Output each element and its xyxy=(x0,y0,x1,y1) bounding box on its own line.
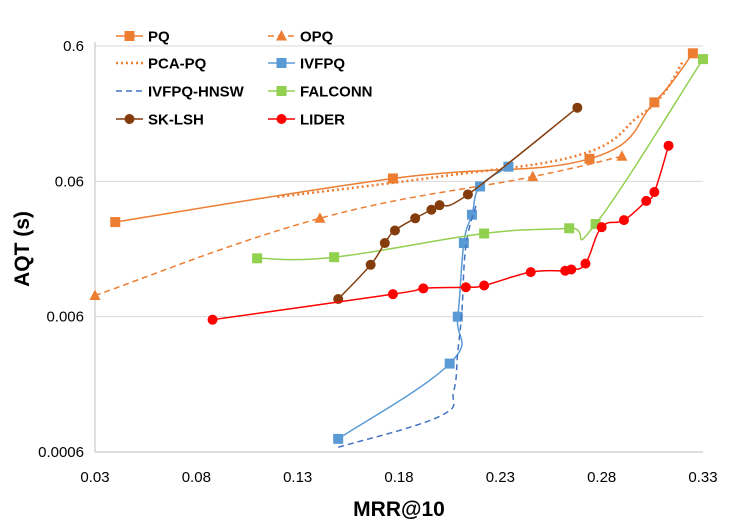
series-sk-lsh xyxy=(333,102,583,305)
data-point-pq xyxy=(387,173,398,184)
data-point-ivfpq xyxy=(452,311,463,322)
series-lider xyxy=(207,140,674,325)
legend-label-ivfpq-hnsw: IVFPQ-HNSW xyxy=(148,84,245,101)
data-point-pq xyxy=(584,153,595,164)
axes xyxy=(94,42,703,453)
legend-item-pca-pq: PCA-PQ xyxy=(116,56,207,73)
data-point-sk-lsh xyxy=(426,204,437,215)
legend-item-opq: OPQ xyxy=(268,29,334,46)
data-point-opq xyxy=(89,289,101,301)
data-point-sk-lsh xyxy=(410,213,421,224)
legend-marker-sk-lsh xyxy=(124,114,135,124)
x-tick-label: 0.28 xyxy=(587,469,616,486)
series-pq xyxy=(110,48,698,228)
data-point-sk-lsh xyxy=(389,225,400,236)
y-tick-label: 0.6 xyxy=(63,38,84,55)
plot-area xyxy=(89,48,708,449)
series-line-opq xyxy=(94,155,623,297)
data-point-lider xyxy=(663,140,674,151)
y-tick-label: 0.006 xyxy=(46,309,84,326)
legend-label-opq: OPQ xyxy=(300,29,334,46)
data-point-opq xyxy=(527,170,539,182)
data-point-sk-lsh xyxy=(379,238,390,249)
gridlines xyxy=(95,45,703,318)
legend-marker-falconn xyxy=(276,86,287,96)
legend-label-pca-pq: PCA-PQ xyxy=(148,56,207,73)
data-point-lider xyxy=(460,282,471,293)
legend-label-lider: LIDER xyxy=(300,112,345,129)
legend: PQ OPQ PCA-PQ IVFPQ IVFPQ-HNSW FALCONN SK-LSH L… xyxy=(116,29,373,129)
data-point-ivfpq xyxy=(503,161,514,172)
x-tick-label: 0.33 xyxy=(688,469,717,486)
data-point-lider xyxy=(525,267,536,278)
data-point-lider xyxy=(207,314,218,325)
series-ivfpq xyxy=(333,161,514,444)
data-point-lider xyxy=(618,215,629,226)
legend-marker-opq xyxy=(276,30,287,41)
data-point-pq xyxy=(687,48,698,59)
data-point-lider xyxy=(641,195,652,206)
data-point-sk-lsh xyxy=(572,102,583,113)
series-falconn xyxy=(252,54,708,264)
x-tick-label: 0.08 xyxy=(182,469,211,486)
legend-label-sk-lsh: SK-LSH xyxy=(148,112,204,129)
legend-item-ivfpq: IVFPQ xyxy=(268,56,345,73)
y-tick-label: 0.06 xyxy=(55,173,84,190)
data-point-pq xyxy=(649,97,660,108)
x-axis-title: MRR@10 xyxy=(353,498,445,521)
data-point-ivfpq xyxy=(466,209,477,220)
tick-labels: 0.0006 0.006 0.06 0.6 0.03 0.08 0.13 0.18 0.23 0.… xyxy=(38,38,717,486)
legend-item-lider: LIDER xyxy=(268,112,345,129)
legend-marker-ivfpq xyxy=(276,58,287,68)
series-ivfpq-hnsw xyxy=(337,204,477,449)
series-opq xyxy=(89,150,628,301)
data-point-lider xyxy=(649,187,660,198)
data-point-ivfpq xyxy=(458,238,469,249)
data-point-falconn xyxy=(590,219,601,230)
x-tick-label: 0.03 xyxy=(80,469,109,486)
data-point-opq xyxy=(314,212,326,223)
legend-label-pq: PQ xyxy=(148,29,170,46)
data-point-sk-lsh xyxy=(365,259,376,270)
data-point-falconn xyxy=(698,54,708,65)
data-point-lider xyxy=(387,289,398,300)
x-tick-label: 0.13 xyxy=(283,469,312,486)
x-tick-label: 0.18 xyxy=(384,469,413,486)
data-point-ivfpq xyxy=(444,358,455,369)
x-tick-label: 0.23 xyxy=(486,469,515,486)
data-point-lider xyxy=(418,283,429,294)
data-point-lider xyxy=(479,280,490,291)
legend-marker-pq xyxy=(124,31,135,41)
legend-label-falconn: FALCONN xyxy=(300,84,373,101)
legend-item-pq: PQ xyxy=(116,29,170,46)
series-line-ivfpq-hnsw xyxy=(337,204,477,449)
data-point-lider xyxy=(580,258,591,269)
legend-item-ivfpq-hnsw: IVFPQ-HNSW xyxy=(116,84,245,101)
data-point-sk-lsh xyxy=(434,200,445,211)
data-point-ivfpq xyxy=(333,433,344,444)
data-point-ivfpq xyxy=(475,181,486,192)
data-point-falconn xyxy=(252,253,263,264)
data-point-lider xyxy=(566,264,577,275)
data-point-falconn xyxy=(329,252,340,263)
data-point-sk-lsh xyxy=(462,189,473,200)
legend-item-falconn: FALCONN xyxy=(268,84,373,101)
data-point-lider xyxy=(596,222,607,233)
data-point-pq xyxy=(110,217,121,228)
legend-item-sk-lsh: SK-LSH xyxy=(116,112,204,129)
legend-marker-lider xyxy=(276,114,287,124)
y-tick-label: 0.0006 xyxy=(38,444,84,461)
legend-label-ivfpq: IVFPQ xyxy=(300,56,345,73)
data-point-falconn xyxy=(479,228,490,239)
y-axis-title: AQT (s) xyxy=(11,211,34,287)
data-point-opq xyxy=(616,150,628,161)
data-point-falconn xyxy=(564,223,575,234)
